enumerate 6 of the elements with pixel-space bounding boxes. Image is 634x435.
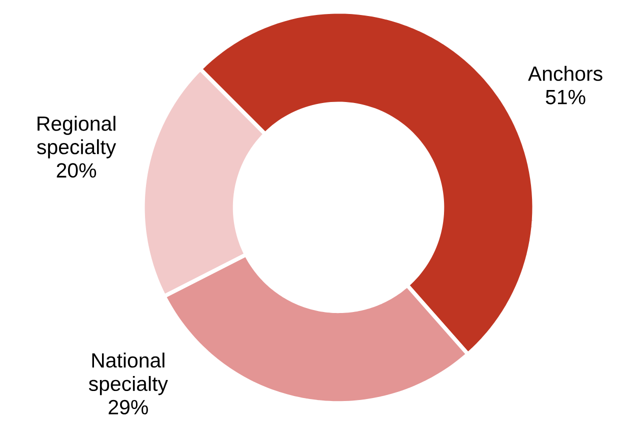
slice-label: Regional specialty <box>37 116 116 158</box>
data-label: 20% <box>56 162 96 178</box>
data-label: 51% <box>546 90 586 104</box>
slice-label: Anchors <box>528 66 602 81</box>
slice-label: National specialty <box>88 352 168 395</box>
data-label: 29% <box>108 400 148 414</box>
